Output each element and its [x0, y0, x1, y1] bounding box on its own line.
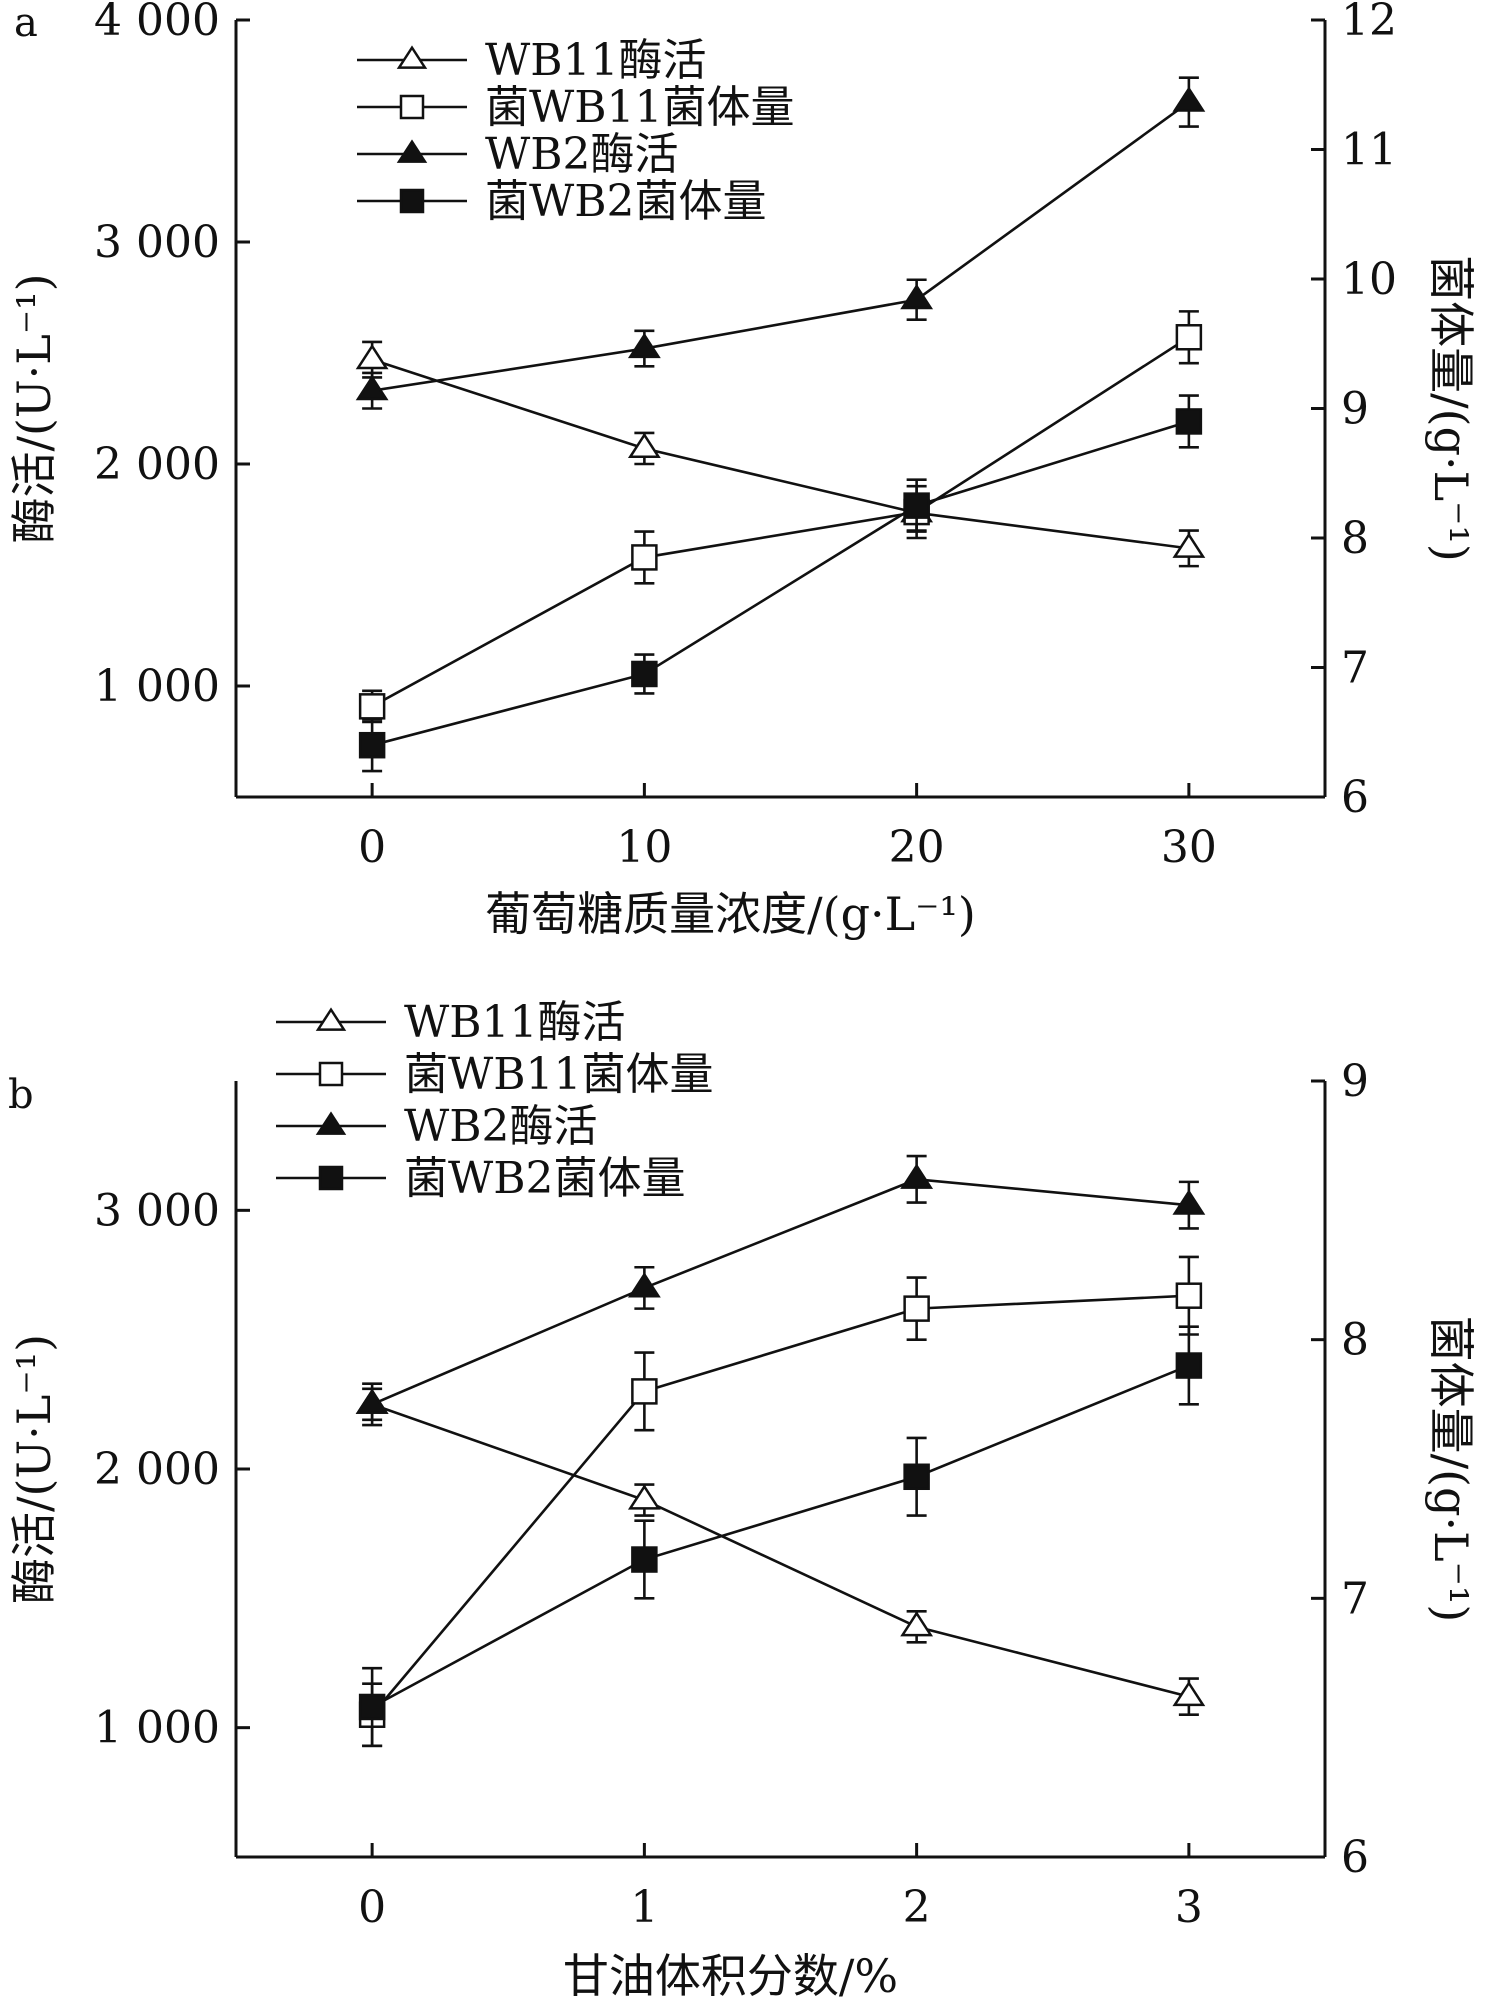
series-line: [371, 1403, 1190, 1698]
y-axis-title: 酶活/(U·L⁻¹): [7, 1334, 61, 1604]
y2-axis-title: 菌体量/(g·L⁻¹): [1424, 255, 1478, 562]
data-point: [627, 1484, 661, 1510]
series-2: [355, 76, 1206, 410]
y-tick-label: 3 000: [94, 217, 220, 268]
legend-marker: [399, 94, 425, 120]
data-point: [1175, 408, 1203, 435]
legend-marker: [318, 1061, 344, 1087]
data-point: [900, 283, 934, 310]
legend-label: 菌WB2菌体量: [485, 176, 767, 227]
panel-label: a: [14, 0, 38, 46]
y2-tick-label: 7: [1341, 643, 1369, 694]
y2-tick-label: 8: [1341, 1315, 1369, 1366]
data-point: [627, 1272, 661, 1298]
data-point: [358, 1693, 386, 1721]
legend-label: WB11酶活: [485, 35, 707, 86]
series-3: [358, 394, 1203, 773]
legend-label: WB11酶活: [404, 997, 626, 1048]
y-axis-title: 酶活/(U·L⁻¹): [7, 273, 61, 543]
data-point: [627, 332, 661, 359]
data-point: [903, 1295, 930, 1322]
y2-tick-label: 6: [1341, 1832, 1369, 1883]
data-point: [900, 1163, 934, 1189]
data-point: [631, 544, 658, 571]
y-tick-label: 2 000: [94, 439, 220, 490]
y2-tick-label: 9: [1341, 384, 1369, 435]
data-point: [1175, 1352, 1203, 1379]
y-tick-label: 3 000: [94, 1185, 220, 1236]
y2-tick-label: 6: [1341, 772, 1369, 823]
data-point: [1175, 324, 1203, 351]
legend-marker: [315, 1007, 347, 1031]
panel-a: a 0 10 20 30 1 000 2 000 3 000 4 000 6 7 8 9 10 11 12 葡萄…: [7, 0, 1478, 941]
x-tick-label: 2: [903, 1882, 931, 1933]
legend-marker: [315, 1111, 347, 1135]
series-0: [355, 340, 1206, 568]
legend-label: 菌WB11菌体量: [404, 1049, 714, 1100]
legend-label: WB2酶活: [485, 129, 679, 180]
y-tick-label: 1 000: [94, 661, 220, 712]
y2-tick-label: 12: [1341, 0, 1397, 46]
series-line: [371, 358, 1190, 550]
data-point: [358, 731, 386, 759]
legend-marker: [396, 139, 428, 163]
data-point: [1175, 1282, 1203, 1309]
legend-label: 菌WB11菌体量: [485, 82, 795, 133]
data-point: [1172, 1189, 1206, 1215]
x-tick-label: 10: [616, 822, 672, 873]
panel-label: b: [8, 1072, 34, 1118]
y-tick-label: 2 000: [94, 1444, 220, 1495]
series-line: [371, 1177, 1189, 1406]
legend-label: WB2酶活: [404, 1101, 598, 1152]
x-tick-label: 30: [1161, 822, 1217, 873]
y2-tick-label: 8: [1341, 513, 1369, 564]
data-point: [355, 1388, 389, 1414]
series-1: [358, 310, 1203, 724]
y2-tick-label: 7: [1341, 1573, 1369, 1624]
legend-marker: [318, 1165, 344, 1191]
y2-axis-title: 菌体量/(g·L⁻¹): [1424, 1316, 1478, 1623]
series-line: [371, 336, 1190, 708]
data-point: [900, 1610, 934, 1637]
series-line: [371, 1364, 1190, 1709]
data-point: [1172, 532, 1206, 558]
x-tick-label: 0: [358, 1882, 386, 1933]
series-2: [355, 1154, 1206, 1427]
x-axis-title: 甘油体积分数/%: [563, 1949, 898, 2003]
legend-marker: [399, 188, 425, 214]
y2-tick-label: 11: [1341, 125, 1397, 176]
x-tick-label: 3: [1175, 1882, 1203, 1933]
y2-tick-label: 10: [1341, 254, 1397, 305]
y-tick-label: 4 000: [94, 0, 220, 46]
legend-marker: [396, 45, 428, 69]
panel-b: b 0 1 2 3 1 000 2 000 3 000 6 7 8 9 甘油体积分数/% 酶活/(U·L⁻…: [7, 997, 1478, 2003]
series-3: [358, 1325, 1203, 1748]
data-point: [627, 432, 661, 459]
data-point: [1172, 1680, 1206, 1707]
data-point: [1172, 86, 1206, 112]
series-line: [371, 101, 1190, 393]
data-point: [903, 492, 930, 519]
data-point: [355, 374, 389, 401]
series-0: [355, 1387, 1206, 1717]
series-line: [371, 1294, 1189, 1716]
x-axis-title: 葡萄糖质量浓度/(g·L⁻¹): [485, 887, 976, 941]
y-tick-label: 1 000: [94, 1703, 220, 1754]
y2-tick-label: 9: [1341, 1056, 1369, 1107]
series-line: [371, 420, 1190, 747]
x-tick-label: 20: [889, 822, 945, 873]
data-point: [355, 343, 389, 370]
x-tick-label: 1: [630, 1882, 658, 1933]
x-tick-label: 0: [358, 822, 386, 873]
data-point: [631, 1378, 658, 1405]
legend-label: 菌WB2菌体量: [404, 1153, 686, 1204]
data-point: [631, 1546, 658, 1573]
data-point: [903, 1463, 930, 1491]
series-1: [358, 1255, 1203, 1748]
data-point: [631, 660, 658, 688]
data-point: [358, 693, 386, 720]
